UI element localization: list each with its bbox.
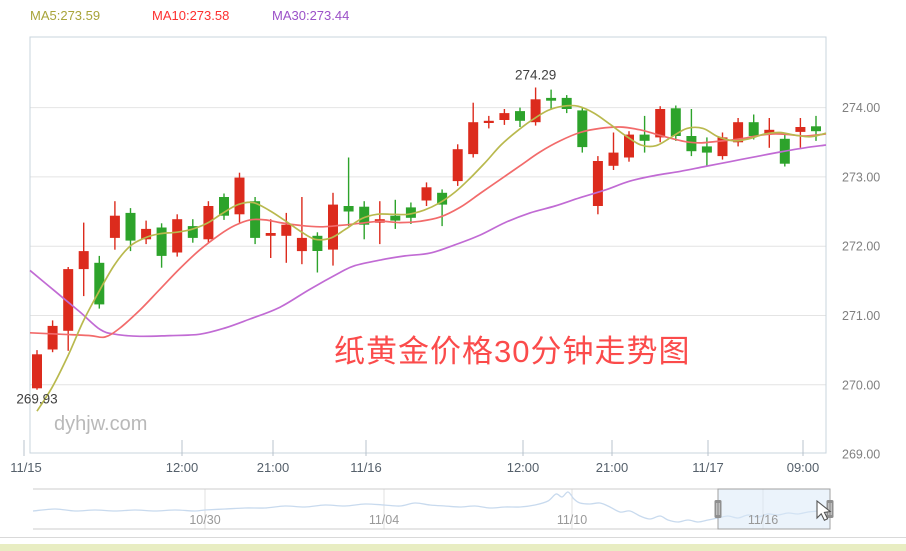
candle-body [592, 161, 603, 206]
plot-border [29, 36, 827, 454]
ma30-line [29, 144, 827, 338]
x-axis-label: 09:00 [787, 460, 820, 475]
y-axis-label: 269.00 [842, 448, 880, 462]
candle-body [405, 207, 416, 218]
navigator-sparkline [32, 491, 831, 523]
candle-body [328, 204, 338, 250]
candle-body [234, 177, 245, 215]
candle-body [78, 251, 89, 270]
candle-body [483, 120, 494, 123]
navigator-range-label: 11/16 [748, 513, 778, 527]
candle-body [733, 122, 744, 143]
candle-body [530, 99, 541, 123]
ma30-legend-label: MA30:273.44 [272, 8, 350, 23]
x-axis-label: 21:00 [596, 460, 629, 475]
candle-body [577, 110, 588, 148]
candle-body [546, 97, 557, 101]
candle-body [515, 111, 525, 121]
candle-body [655, 109, 666, 138]
navigator-right-handle[interactable] [826, 500, 834, 518]
grid-lines [30, 107, 826, 386]
candle-body [312, 235, 323, 251]
x-axis-label: 11/17 [692, 460, 724, 475]
candle-body [639, 134, 650, 141]
candle-body [47, 325, 58, 350]
candle-body [561, 97, 572, 109]
x-axis-label: 11/15 [10, 460, 42, 475]
price-annotation: 269.93 [16, 392, 57, 407]
candle-body [717, 137, 728, 157]
candle-body [359, 206, 370, 225]
ma5-legend-label: MA5:273.59 [30, 8, 101, 23]
candle-body [764, 129, 775, 134]
x-axis-label: 11/16 [350, 460, 382, 475]
candle-body [187, 226, 198, 238]
candle-body [701, 146, 712, 153]
candle-body [468, 122, 479, 155]
candle-body [156, 227, 167, 256]
candle-body [624, 134, 634, 158]
ma5-line [36, 104, 827, 412]
candle-body [265, 233, 276, 236]
x-axis-label: 21:00 [257, 460, 290, 475]
candle-body [343, 206, 354, 212]
candle-body [686, 136, 697, 152]
candle-body [452, 149, 463, 182]
site-watermark: dyhjw.com [54, 413, 148, 435]
candle-body [437, 192, 448, 205]
navigator-range-label: 11/04 [369, 513, 399, 527]
chart-watermark-title: 纸黄金价格30分钟走势图 [334, 334, 691, 369]
x-axis-label: 12:00 [507, 460, 540, 475]
y-axis-label: 273.00 [842, 170, 880, 184]
x-axis: 11/15 12:00 21:00 11/16 12:00 21:00 11/17 09:00 [10, 440, 819, 475]
candle-body [390, 215, 401, 221]
footer-divider [0, 537, 906, 538]
y-axis-label: 272.00 [842, 240, 880, 254]
candle-body [670, 108, 681, 136]
candle-body [219, 197, 229, 216]
navigator[interactable]: 10/30 11/04 11/10 11/16 [32, 488, 834, 530]
candle-body [109, 215, 120, 238]
candle-body [141, 228, 152, 240]
candle-body [125, 212, 136, 241]
candle-body [499, 113, 510, 120]
y-axis-label: 271.00 [842, 309, 880, 323]
y-axis-label: 270.00 [842, 378, 880, 392]
footer-strip [0, 544, 906, 551]
candle-body [32, 354, 42, 389]
candle-body [795, 127, 806, 132]
candle-body [608, 152, 619, 166]
ma10-legend-label: MA10:273.58 [152, 8, 230, 23]
mouse-cursor [816, 499, 832, 522]
navigator-range-label: 10/30 [189, 513, 220, 527]
price-annotation: 274.29 [515, 68, 556, 83]
candle-body [63, 269, 74, 331]
candle-body [281, 224, 292, 236]
ma10-line [29, 126, 827, 339]
y-axis-label: 274.00 [842, 101, 880, 115]
navigator-range-label: 11/10 [557, 513, 587, 527]
x-axis-label: 12:00 [166, 460, 199, 475]
candle-body [421, 187, 432, 201]
candle-body [172, 219, 183, 253]
candle-body [296, 237, 307, 252]
candle-body [811, 126, 821, 132]
navigator-left-handle[interactable] [714, 500, 722, 518]
candle-body [748, 122, 759, 137]
candle-body [94, 262, 105, 305]
navigator-selected-range[interactable] [717, 488, 831, 530]
